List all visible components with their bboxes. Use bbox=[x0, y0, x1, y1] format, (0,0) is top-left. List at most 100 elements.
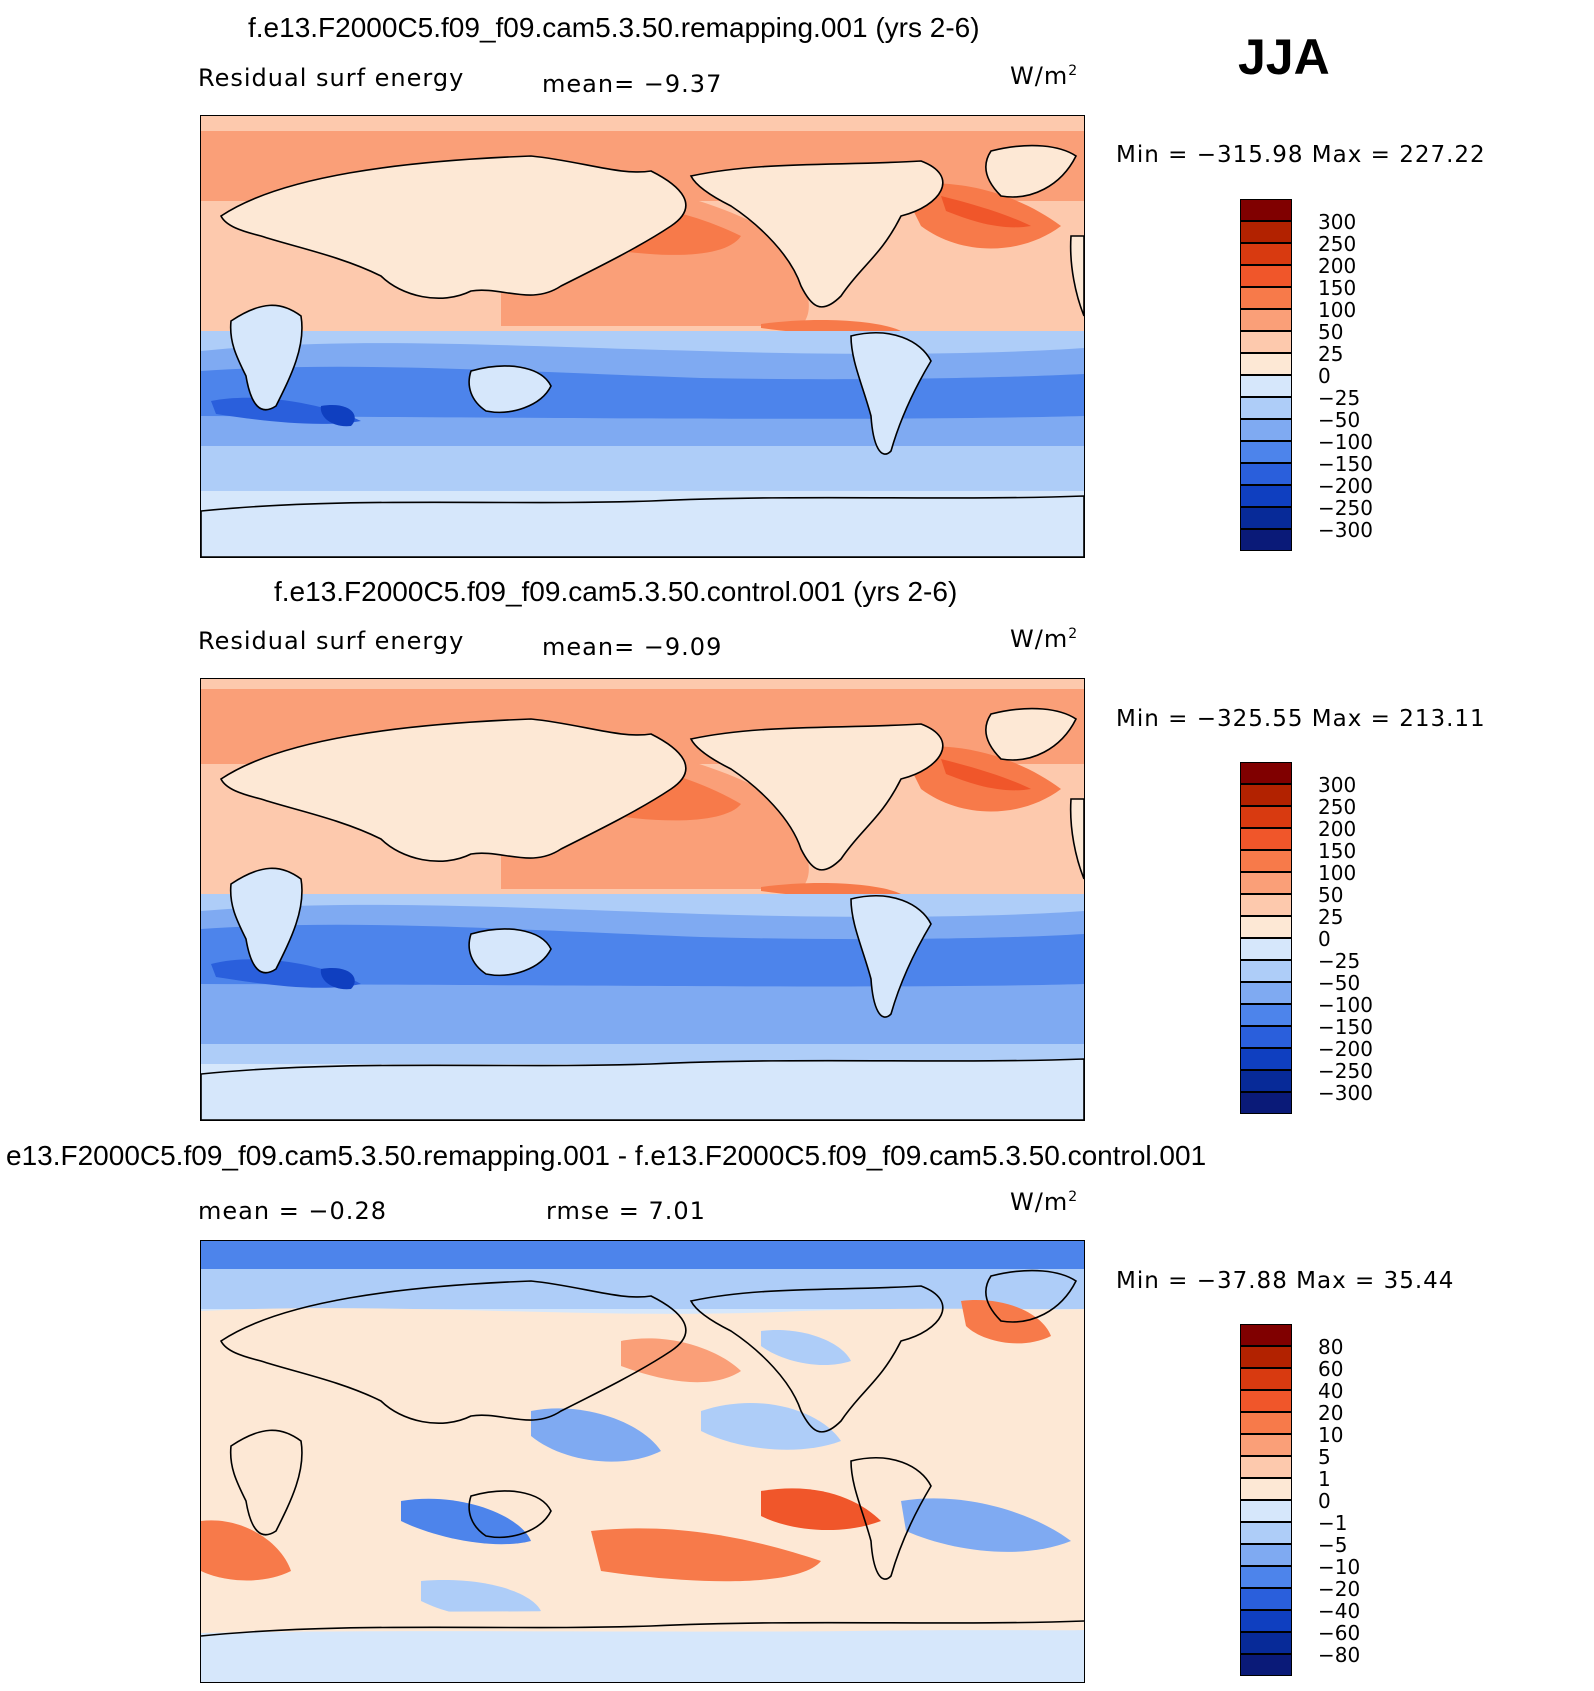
colorbar-tick-label: 50 bbox=[1318, 320, 1344, 344]
colorbar-tick-label: 40 bbox=[1318, 1379, 1344, 1403]
colorbar-swatch bbox=[1240, 221, 1292, 243]
panel-2-map bbox=[200, 678, 1085, 1121]
colorbar-tick-label: −10 bbox=[1318, 1555, 1361, 1579]
colorbar-swatch bbox=[1240, 1368, 1292, 1390]
colorbar-tick-label: −40 bbox=[1318, 1599, 1361, 1623]
panel-3-unit-label: W/m2 bbox=[1010, 1188, 1079, 1216]
colorbar-swatch bbox=[1240, 1434, 1292, 1456]
colorbar-tick-label: 150 bbox=[1318, 276, 1357, 300]
panel-3-map-field bbox=[201, 1241, 1084, 1682]
colorbar-swatch bbox=[1240, 1390, 1292, 1412]
colorbar-tick-label: −150 bbox=[1318, 452, 1373, 476]
colorbar-tick-label: −50 bbox=[1318, 971, 1361, 995]
colorbar-tick-label: −250 bbox=[1318, 496, 1373, 520]
panel-2-minmax-label: Min = −325.55 Max = 213.11 bbox=[1116, 706, 1486, 732]
colorbar-swatch bbox=[1240, 1544, 1292, 1566]
colorbar-swatch bbox=[1240, 1026, 1292, 1048]
colorbar-swatch bbox=[1240, 397, 1292, 419]
colorbar-swatch bbox=[1240, 916, 1292, 938]
colorbar-tick-label: −5 bbox=[1318, 1533, 1348, 1557]
colorbar-swatch bbox=[1240, 529, 1292, 551]
colorbar-swatch bbox=[1240, 309, 1292, 331]
colorbar-swatch bbox=[1240, 828, 1292, 850]
colorbar-swatch bbox=[1240, 1324, 1292, 1346]
colorbar-tick-label: 5 bbox=[1318, 1445, 1331, 1469]
colorbar-swatch bbox=[1240, 762, 1292, 784]
colorbar-swatch bbox=[1240, 1048, 1292, 1070]
colorbar-tick-label: 300 bbox=[1318, 210, 1357, 234]
colorbar-tick-label: 1 bbox=[1318, 1467, 1331, 1491]
colorbar-tick-label: 100 bbox=[1318, 861, 1357, 885]
colorbar-tick-label: −300 bbox=[1318, 518, 1373, 542]
panel-2-mean-label: mean= −9.09 bbox=[542, 633, 723, 661]
colorbar-tick-label: 250 bbox=[1318, 795, 1357, 819]
colorbar-tick-label: 300 bbox=[1318, 773, 1357, 797]
colorbar-tick-label: 10 bbox=[1318, 1423, 1344, 1447]
colorbar-tick-label: −100 bbox=[1318, 993, 1373, 1017]
colorbar-tick-label: −25 bbox=[1318, 386, 1361, 410]
colorbar-tick-label: 0 bbox=[1318, 1489, 1331, 1513]
colorbar-swatch bbox=[1240, 784, 1292, 806]
colorbar-tick-label: 100 bbox=[1318, 298, 1357, 322]
colorbar-tick-label: 20 bbox=[1318, 1401, 1344, 1425]
colorbar-tick-label: 200 bbox=[1318, 254, 1357, 278]
colorbar-tick-label: −1 bbox=[1318, 1511, 1348, 1535]
colorbar-tick-label: 50 bbox=[1318, 883, 1344, 907]
colorbar-swatch bbox=[1240, 1632, 1292, 1654]
colorbar-swatch bbox=[1240, 331, 1292, 353]
colorbar-swatch bbox=[1240, 1004, 1292, 1026]
colorbar-swatch bbox=[1240, 375, 1292, 397]
colorbar-tick-label: 60 bbox=[1318, 1357, 1344, 1381]
colorbar-tick-label: −150 bbox=[1318, 1015, 1373, 1039]
colorbar-swatch bbox=[1240, 960, 1292, 982]
colorbar-swatch bbox=[1240, 1654, 1292, 1676]
colorbar-tick-label: −25 bbox=[1318, 949, 1361, 973]
panel-3-title: e13.F2000C5.f09_f09.cam5.3.50.remapping.… bbox=[6, 1140, 1207, 1171]
panel-1-unit-label: W/m2 bbox=[1010, 62, 1079, 90]
colorbar-swatch bbox=[1240, 243, 1292, 265]
panel-1-variable-label: Residual surf energy bbox=[198, 64, 465, 92]
colorbar-tick-label: 25 bbox=[1318, 342, 1344, 366]
colorbar-tick-label: 0 bbox=[1318, 364, 1331, 388]
colorbar-swatch bbox=[1240, 850, 1292, 872]
panel-2-map-field bbox=[201, 679, 1084, 1120]
colorbar-tick-label: 250 bbox=[1318, 232, 1357, 256]
colorbar-swatch bbox=[1240, 1588, 1292, 1610]
panel-3-map bbox=[200, 1240, 1085, 1683]
colorbar-swatch bbox=[1240, 1500, 1292, 1522]
colorbar-tick-label: −50 bbox=[1318, 408, 1361, 432]
colorbar-swatch bbox=[1240, 353, 1292, 375]
colorbar-tick-label: 80 bbox=[1318, 1335, 1344, 1359]
panel-2-title: f.e13.F2000C5.f09_f09.cam5.3.50.control.… bbox=[274, 576, 958, 607]
colorbar-tick-label: −200 bbox=[1318, 1037, 1373, 1061]
colorbar-swatch bbox=[1240, 872, 1292, 894]
colorbar-tick-label: −20 bbox=[1318, 1577, 1361, 1601]
colorbar-swatch bbox=[1240, 1092, 1292, 1114]
colorbar-swatch bbox=[1240, 441, 1292, 463]
colorbar-swatch bbox=[1240, 938, 1292, 960]
panel-1-map-field bbox=[201, 116, 1084, 557]
colorbar-swatch bbox=[1240, 287, 1292, 309]
panel-3-minmax-label: Min = −37.88 Max = 35.44 bbox=[1116, 1268, 1455, 1294]
panel-3-mean-label: mean = −0.28 bbox=[198, 1197, 387, 1225]
colorbar-tick-label: 200 bbox=[1318, 817, 1357, 841]
panel-1-title: f.e13.F2000C5.f09_f09.cam5.3.50.remappin… bbox=[248, 12, 980, 43]
colorbar-tick-label: 0 bbox=[1318, 927, 1331, 951]
colorbar-swatch bbox=[1240, 1522, 1292, 1544]
panel-1-map bbox=[200, 115, 1085, 558]
colorbar-swatch bbox=[1240, 199, 1292, 221]
colorbar-tick-label: −200 bbox=[1318, 474, 1373, 498]
colorbar-swatch bbox=[1240, 1456, 1292, 1478]
colorbar-swatch bbox=[1240, 1478, 1292, 1500]
colorbar-swatch bbox=[1240, 1566, 1292, 1588]
colorbar-tick-label: 25 bbox=[1318, 905, 1344, 929]
colorbar-swatch bbox=[1240, 1412, 1292, 1434]
colorbar-swatch bbox=[1240, 1610, 1292, 1632]
colorbar-tick-label: −300 bbox=[1318, 1081, 1373, 1105]
colorbar-tick-label: −100 bbox=[1318, 430, 1373, 454]
panel-2-unit-label: W/m2 bbox=[1010, 625, 1079, 653]
colorbar-tick-label: 150 bbox=[1318, 839, 1357, 863]
colorbar-tick-label: −60 bbox=[1318, 1621, 1361, 1645]
panel-3-colorbar bbox=[1240, 1324, 1294, 1676]
panel-2-variable-label: Residual surf energy bbox=[198, 627, 465, 655]
